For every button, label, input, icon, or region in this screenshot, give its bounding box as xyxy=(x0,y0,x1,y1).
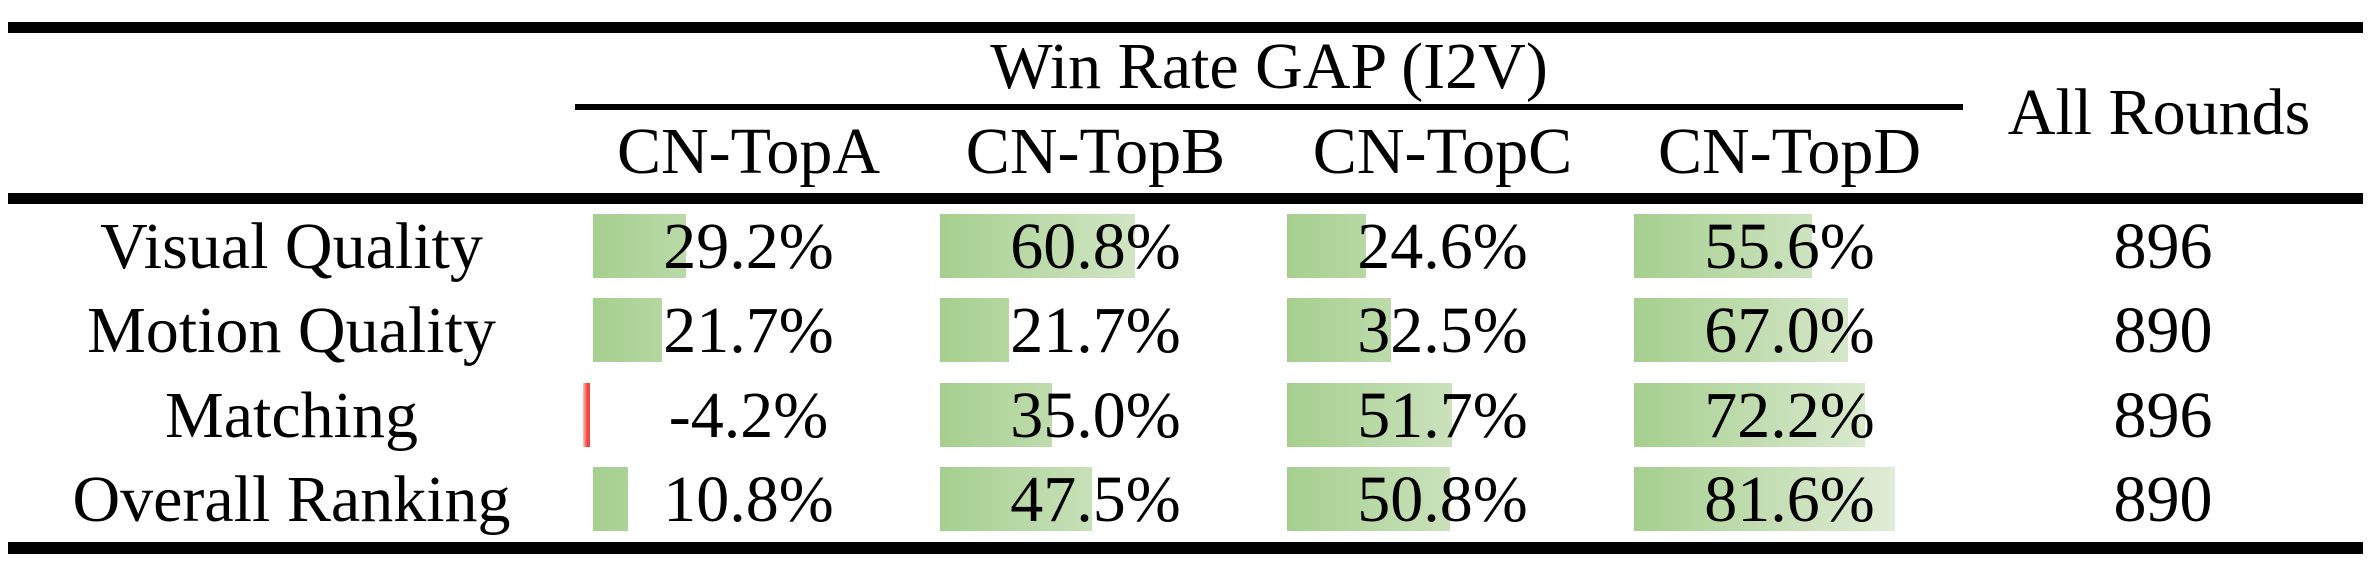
column-header-spacer xyxy=(1963,111,2363,193)
win-rate-bar xyxy=(593,298,663,362)
value-cell: 72.2% xyxy=(1616,373,1963,458)
win-rate-value: 32.5% xyxy=(1357,294,1528,367)
win-rate-value: 72.2% xyxy=(1704,379,1875,452)
column-header-cn-topa: CN-TopA xyxy=(616,115,881,188)
win-rate-bar xyxy=(940,383,1052,447)
win-rate-value: 50.8% xyxy=(1357,463,1528,536)
win-rate-value: 60.8% xyxy=(1010,210,1181,283)
value-cell: 29.2% xyxy=(575,204,922,289)
table-row-overall-ranking: Overall Ranking 10.8% 47.5% 50.8% 81.6% … xyxy=(8,457,2363,542)
column-header-cn-topd: CN-TopD xyxy=(1657,115,1922,188)
value-cell: 10.8% xyxy=(575,457,922,542)
win-rate-value: 55.6% xyxy=(1704,210,1875,283)
all-rounds-value: 890 xyxy=(2113,294,2213,367)
value-cell: 24.6% xyxy=(1269,204,1616,289)
value-cell: 51.7% xyxy=(1269,373,1616,458)
row-label: Matching xyxy=(165,379,418,452)
win-rate-bar xyxy=(1634,383,1866,447)
win-rate-bar xyxy=(940,214,1135,278)
group-header-win-rate-gap: Win Rate GAP (I2V) xyxy=(990,30,1548,103)
win-rate-value: 29.2% xyxy=(663,210,834,283)
win-rate-value: 21.7% xyxy=(1010,294,1181,367)
header-bottom-rule xyxy=(8,193,2363,204)
win-rate-bar xyxy=(1287,214,1366,278)
value-cell: 21.7% xyxy=(575,288,922,373)
column-header-cn-topc: CN-TopC xyxy=(1312,115,1573,188)
win-rate-value: 10.8% xyxy=(663,463,834,536)
value-cell: 32.5% xyxy=(1269,288,1616,373)
win-rate-value: 21.7% xyxy=(663,294,834,367)
win-rate-bar xyxy=(1634,214,1812,278)
column-header-row: CN-TopA CN-TopB CN-TopC CN-TopD xyxy=(8,111,2363,193)
value-cell: 47.5% xyxy=(922,457,1269,542)
value-cell: -4.2% xyxy=(575,373,922,458)
win-rate-bar xyxy=(940,298,1010,362)
win-rate-bar xyxy=(1634,467,1896,531)
win-rate-value: 51.7% xyxy=(1357,379,1528,452)
column-header-all-rounds: All Rounds xyxy=(2007,76,2311,149)
row-label: Visual Quality xyxy=(100,210,483,283)
value-cell: 81.6% xyxy=(1616,457,1963,542)
all-rounds-value: 896 xyxy=(2113,210,2213,283)
row-label: Overall Ranking xyxy=(72,463,511,536)
table-row-motion-quality: Motion Quality 21.7% 21.7% 32.5% 67.0% 8… xyxy=(8,288,2363,373)
win-rate-value: 24.6% xyxy=(1357,210,1528,283)
column-header-cn-topb: CN-TopB xyxy=(965,115,1226,188)
value-cell: 60.8% xyxy=(922,204,1269,289)
win-rate-value: -4.2% xyxy=(668,379,829,452)
table-row-visual-quality: Visual Quality 29.2% 60.8% 24.6% 55.6% 8… xyxy=(8,204,2363,289)
win-rate-bar xyxy=(593,467,628,531)
group-header-underline-rule xyxy=(575,104,1963,110)
win-rate-value: 35.0% xyxy=(1010,379,1181,452)
table-bottom-rule xyxy=(8,542,2363,554)
win-rate-value: 47.5% xyxy=(1010,463,1181,536)
win-rate-value: 67.0% xyxy=(1704,294,1875,367)
win-rate-bar-negative xyxy=(583,383,590,447)
row-label: Motion Quality xyxy=(87,294,496,367)
column-header-empty xyxy=(8,111,575,193)
win-rate-value: 81.6% xyxy=(1704,463,1875,536)
all-rounds-value: 890 xyxy=(2113,463,2213,536)
value-cell: 67.0% xyxy=(1616,288,1963,373)
win-rate-bar xyxy=(1287,383,1453,447)
win-rate-bar xyxy=(1287,298,1391,362)
win-rate-bar xyxy=(593,214,687,278)
table-top-rule xyxy=(8,22,2363,33)
value-cell: 50.8% xyxy=(1269,457,1616,542)
win-rate-bar xyxy=(940,467,1092,531)
win-rate-bar xyxy=(1287,467,1450,531)
value-cell: 35.0% xyxy=(922,373,1269,458)
value-cell: 21.7% xyxy=(922,288,1269,373)
value-cell: 55.6% xyxy=(1616,204,1963,289)
all-rounds-value: 896 xyxy=(2113,379,2213,452)
win-rate-bar xyxy=(1634,298,1849,362)
table-row-matching: Matching -4.2% 35.0% 51.7% 72.2% 896 xyxy=(8,373,2363,458)
